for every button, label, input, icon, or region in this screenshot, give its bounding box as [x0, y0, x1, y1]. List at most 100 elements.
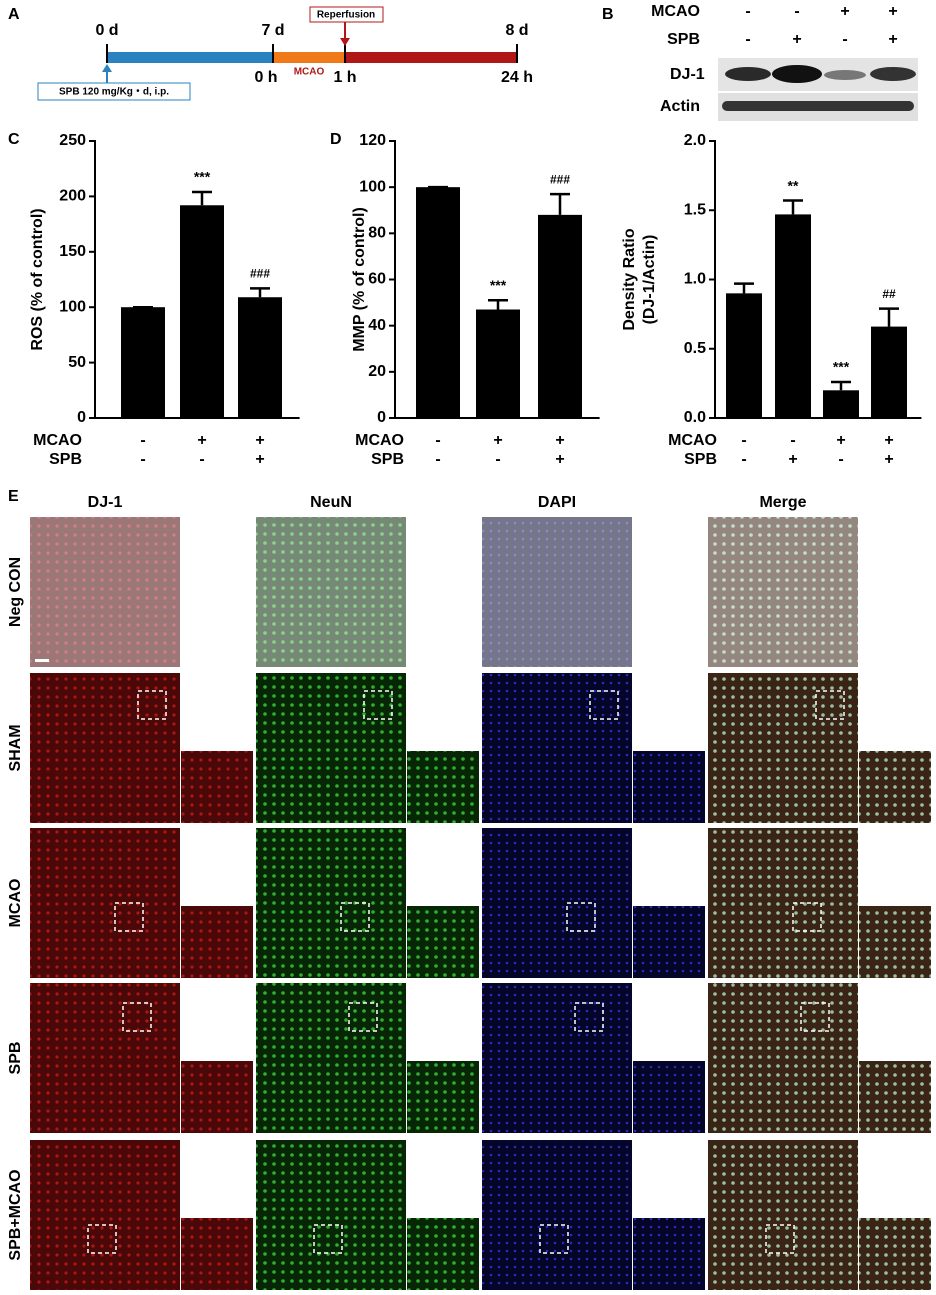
micrograph	[256, 1140, 406, 1290]
condition-sign: -	[435, 451, 440, 468]
significance-label: ***	[194, 169, 211, 185]
zoom-box	[815, 690, 845, 720]
inset	[633, 751, 705, 823]
micrograph	[482, 1140, 632, 1290]
zoom-box	[765, 1224, 795, 1254]
column-header: DJ-1	[88, 494, 123, 511]
event-label: Reperfusion	[317, 10, 375, 21]
hour-label: 24 h	[501, 69, 533, 86]
panel-letter: E	[8, 488, 19, 505]
condition-sign: +	[555, 432, 564, 449]
error-bar	[250, 287, 270, 298]
blot-row-label: Actin	[660, 98, 700, 115]
inset	[633, 1061, 705, 1133]
y-axis-label: (DJ-1/Actin)	[641, 235, 658, 325]
panel-letter: C	[8, 131, 20, 148]
micrograph	[708, 1140, 858, 1290]
condition-sign: -	[199, 451, 204, 468]
condition-sign: +	[255, 451, 264, 468]
western-blot	[718, 58, 918, 121]
scale-bar	[35, 659, 49, 662]
column-header: NeuN	[310, 494, 352, 511]
condition-sign: +	[884, 432, 893, 449]
column-header: DAPI	[538, 494, 576, 511]
zoom-box	[137, 690, 167, 720]
condition-sign: +	[255, 432, 264, 449]
reperfusion-bar	[345, 52, 517, 63]
y-axis-label: ROS (% of control)	[29, 208, 46, 350]
significance-label: ###	[550, 172, 570, 186]
error-bar	[550, 192, 570, 215]
condition-name: SPB	[371, 451, 404, 468]
day-label: 0 d	[95, 22, 118, 39]
micrograph	[30, 673, 180, 823]
y-tick-label: 60	[368, 271, 386, 288]
micrograph	[482, 983, 632, 1133]
condition-sign: +	[788, 451, 797, 468]
y-tick-label: 0	[77, 409, 86, 426]
inset	[407, 1061, 479, 1133]
condition-sign: -	[842, 31, 847, 48]
bar	[726, 293, 762, 418]
y-tick-label: 40	[368, 317, 386, 334]
bar	[416, 187, 460, 418]
micrograph	[30, 828, 180, 978]
day-label: 8 d	[505, 22, 528, 39]
row-label: SHAM	[7, 724, 24, 771]
zoom-box	[589, 690, 619, 720]
condition-sign: +	[884, 451, 893, 468]
micrograph	[256, 673, 406, 823]
condition-name: SPB	[667, 31, 700, 48]
row-label: MCAO	[7, 879, 24, 928]
y-axis-label: Density Ratio	[621, 228, 638, 330]
y-tick-label: 20	[368, 363, 386, 380]
micrograph	[30, 517, 180, 667]
y-tick-label: 80	[368, 225, 386, 242]
y-tick-label: 100	[59, 298, 86, 315]
condition-sign: +	[888, 3, 897, 20]
event-box	[309, 6, 384, 23]
micrograph	[256, 983, 406, 1133]
condition-name: SPB	[49, 451, 82, 468]
panel-letter: A	[8, 6, 20, 23]
inset	[633, 906, 705, 978]
condition-sign: -	[745, 31, 750, 48]
condition-sign: +	[197, 432, 206, 449]
condition-name: MCAO	[668, 432, 717, 449]
error-bar	[783, 199, 803, 215]
bar	[476, 309, 520, 418]
micrograph	[708, 517, 858, 667]
inset	[407, 1218, 479, 1290]
row-label: Neg CON	[7, 557, 24, 627]
condition-name: MCAO	[355, 432, 404, 449]
micrograph	[30, 983, 180, 1133]
significance-label: ###	[250, 267, 270, 281]
condition-sign: -	[435, 432, 440, 449]
blot-row-label: DJ-1	[670, 66, 705, 83]
hour-label: 1 h	[333, 69, 356, 86]
y-tick-label: 250	[59, 132, 86, 149]
significance-label: ***	[490, 277, 507, 293]
event-arrowhead	[340, 38, 350, 46]
row-label: SPB+MCAO	[7, 1169, 24, 1260]
inset	[407, 751, 479, 823]
mcao-bar	[273, 52, 345, 63]
condition-sign: -	[741, 432, 746, 449]
condition-sign: +	[836, 432, 845, 449]
inset	[181, 906, 253, 978]
condition-sign: +	[840, 3, 849, 20]
condition-sign: +	[792, 31, 801, 48]
row-label: SPB	[7, 1042, 24, 1075]
micrograph	[482, 828, 632, 978]
inset	[181, 751, 253, 823]
day-label: 7 d	[261, 22, 284, 39]
error-bar	[879, 307, 899, 327]
micrograph	[708, 828, 858, 978]
error-bar	[192, 190, 212, 206]
inset	[407, 906, 479, 978]
zoom-box	[313, 1224, 343, 1254]
y-tick-label: 120	[359, 132, 386, 149]
zoom-box	[122, 1002, 152, 1032]
micrograph	[482, 517, 632, 667]
